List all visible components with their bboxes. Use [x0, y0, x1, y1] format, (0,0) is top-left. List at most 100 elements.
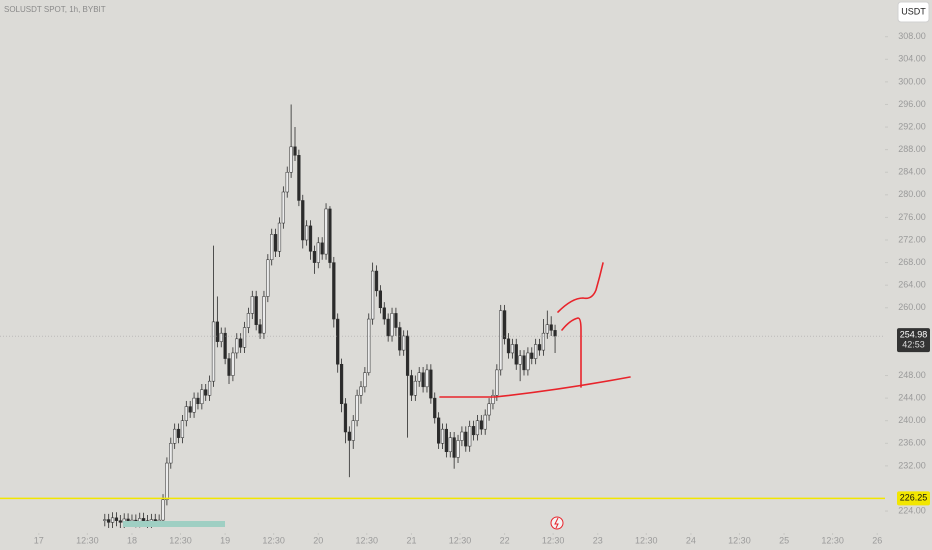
currency-label[interactable]: USDT [901, 6, 926, 16]
candle-body [207, 380, 212, 396]
x-tick-label: 18 [127, 535, 137, 545]
candle-body [347, 431, 351, 441]
candle-body [285, 171, 289, 193]
candle-body [142, 518, 146, 521]
chart-title: SOLUSDT SPOT, 1h, BYBIT [4, 5, 106, 14]
candle-body [398, 327, 402, 351]
x-tick-label: 21 [406, 535, 416, 545]
candle-body [351, 420, 355, 441]
candle-body [483, 414, 487, 430]
y-tick-label: 292.00 [898, 121, 926, 131]
candle-body [219, 332, 223, 342]
candle-body [367, 318, 371, 373]
candle-body [522, 355, 526, 371]
candle-body [336, 318, 340, 365]
candle-body [165, 462, 169, 501]
candle-body [487, 403, 491, 416]
candle-body [382, 307, 386, 320]
candle-body [308, 225, 313, 252]
candle-body [262, 296, 266, 334]
x-tick-label: 19 [220, 535, 230, 545]
candle-body [239, 338, 243, 348]
candle-body [378, 290, 383, 309]
y-tick-label: 264.00 [898, 280, 926, 290]
y-tick-label: 248.00 [898, 370, 926, 380]
candle-body [204, 389, 208, 396]
candle-body [200, 389, 204, 405]
candle-body [343, 403, 348, 433]
lightning-icon[interactable] [550, 516, 564, 530]
candle-body [394, 313, 398, 328]
x-tick-label: 22 [500, 535, 510, 545]
last-price-label: 254.98 [900, 329, 928, 339]
candle-body [277, 222, 282, 252]
y-tick-label: 244.00 [898, 392, 926, 402]
candle-body [413, 380, 417, 396]
candle-body [289, 146, 293, 173]
y-tick-label: 288.00 [898, 144, 926, 154]
currency-button[interactable] [897, 1, 930, 23]
candle-body [514, 344, 518, 365]
icon-circle[interactable] [550, 516, 564, 530]
y-tick-label: 232.00 [898, 460, 926, 470]
candle-body [211, 321, 216, 382]
candle-body [390, 313, 394, 337]
candle-body [103, 519, 107, 521]
x-tick-label: 12:30 [169, 535, 192, 545]
candle-body [534, 344, 538, 359]
candle-body [405, 335, 410, 376]
x-tick-label: 20 [313, 535, 323, 545]
candle-body [254, 296, 258, 325]
x-tick-label: 26 [872, 535, 882, 545]
candle-body [196, 397, 200, 405]
candle-body [184, 406, 188, 421]
candle-body [452, 437, 456, 458]
drawings [439, 262, 631, 398]
candle-body [506, 338, 511, 354]
candle-body [273, 234, 278, 252]
candle-body [258, 324, 262, 334]
level-label: 226.25 [900, 493, 928, 503]
candle-body [110, 517, 115, 523]
candle-body [468, 426, 472, 447]
candle-body [192, 397, 196, 413]
candle-body [320, 242, 324, 255]
x-tick-label: 12:30 [356, 535, 379, 545]
candle-body [235, 338, 239, 354]
candle-body [173, 428, 177, 444]
x-tick-label: 24 [686, 535, 696, 545]
x-tick-label: 23 [593, 535, 603, 545]
candle-body [409, 375, 414, 396]
y-tick-label: 260.00 [898, 302, 926, 312]
x-tick-label: 12:30 [821, 535, 844, 545]
icon-bolt[interactable] [554, 517, 559, 529]
y-tick-label: 240.00 [898, 415, 926, 425]
x-tick-label: 12:30 [262, 535, 285, 545]
candle-body [153, 519, 157, 522]
candle-body [180, 420, 185, 438]
candle-body [363, 372, 367, 388]
y-tick-label: 296.00 [898, 99, 926, 109]
candle-body [464, 431, 468, 447]
x-tick-label: 12:30 [542, 535, 565, 545]
candle-body [502, 310, 507, 340]
candle-body [421, 372, 425, 388]
candle-body [541, 332, 546, 351]
candle-body [491, 395, 495, 405]
y-tick-label: 272.00 [898, 234, 926, 244]
x-tick-label: 12:30 [76, 535, 99, 545]
candle-body [440, 428, 445, 444]
drawing-curve [557, 262, 604, 313]
y-tick-label: 268.00 [898, 257, 926, 267]
candle-body [118, 520, 122, 523]
candle-body [242, 327, 247, 348]
candle-body [324, 208, 328, 255]
y-tick-label: 284.00 [898, 167, 926, 177]
candle-body [386, 318, 390, 337]
last-price-box [897, 328, 930, 353]
candle-body [355, 395, 359, 421]
x-tick-label: 25 [779, 535, 789, 545]
candle-body [231, 352, 235, 376]
